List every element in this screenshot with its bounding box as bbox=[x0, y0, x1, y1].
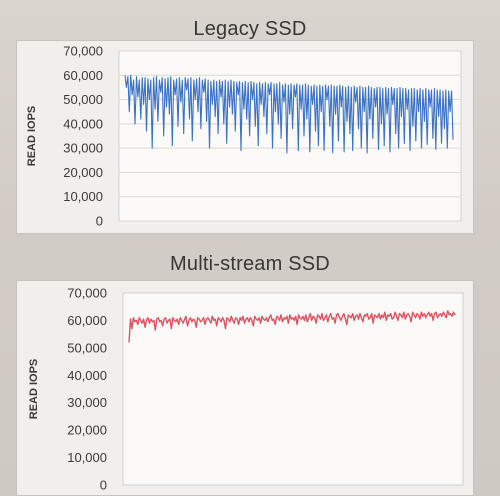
y-tick-label: 20,000 bbox=[67, 423, 107, 438]
y-tick-label: 0 bbox=[96, 214, 103, 229]
y-tick-label: 30,000 bbox=[63, 141, 103, 156]
y-tick-label: 50,000 bbox=[63, 92, 103, 107]
chart-title-multistream: Multi-stream SSD bbox=[170, 253, 330, 275]
y-tick-label: 70,000 bbox=[63, 44, 103, 59]
series-line-0 bbox=[128, 310, 456, 343]
y-tick-label: 20,000 bbox=[63, 165, 103, 180]
legacy-ssd-chart: 70,000 60,000 50,000 40,000 30,000 20,000 10,0… bbox=[26, 44, 462, 229]
multistream-ssd-chart: 70,000 60,000 50,000 40,000 30,000 20,000 10,0… bbox=[28, 286, 464, 493]
y-tick-label: 60,000 bbox=[63, 68, 103, 83]
chart-panel-multistream: 70,000 60,000 50,000 40,000 30,000 20,000 10,0… bbox=[16, 280, 474, 496]
y-tick-label: 60,000 bbox=[67, 313, 107, 328]
y-tick-label: 40,000 bbox=[63, 116, 103, 131]
y-tick-label: 30,000 bbox=[67, 395, 107, 410]
y-tick-label: 70,000 bbox=[67, 286, 107, 301]
y-tick-label: 10,000 bbox=[63, 189, 103, 204]
y-axis-label: READ IOPS bbox=[26, 106, 38, 167]
series-line-0 bbox=[124, 74, 454, 154]
chart-panel-legacy: 70,000 60,000 50,000 40,000 30,000 20,000 10,0… bbox=[16, 40, 474, 234]
y-tick-label: 0 bbox=[100, 478, 107, 493]
y-tick-label: 10,000 bbox=[67, 450, 107, 465]
y-tick-label: 40,000 bbox=[67, 368, 107, 383]
plot-area bbox=[122, 292, 464, 486]
chart-title-legacy: Legacy SSD bbox=[193, 18, 307, 40]
y-tick-label: 50,000 bbox=[67, 340, 107, 355]
y-axis-label: READ IOPS bbox=[28, 359, 40, 420]
